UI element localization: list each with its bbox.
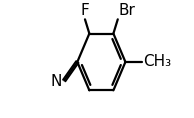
Text: Br: Br (119, 3, 136, 18)
Text: CH₃: CH₃ (143, 54, 171, 70)
Text: N: N (50, 74, 61, 89)
Text: F: F (81, 3, 89, 18)
